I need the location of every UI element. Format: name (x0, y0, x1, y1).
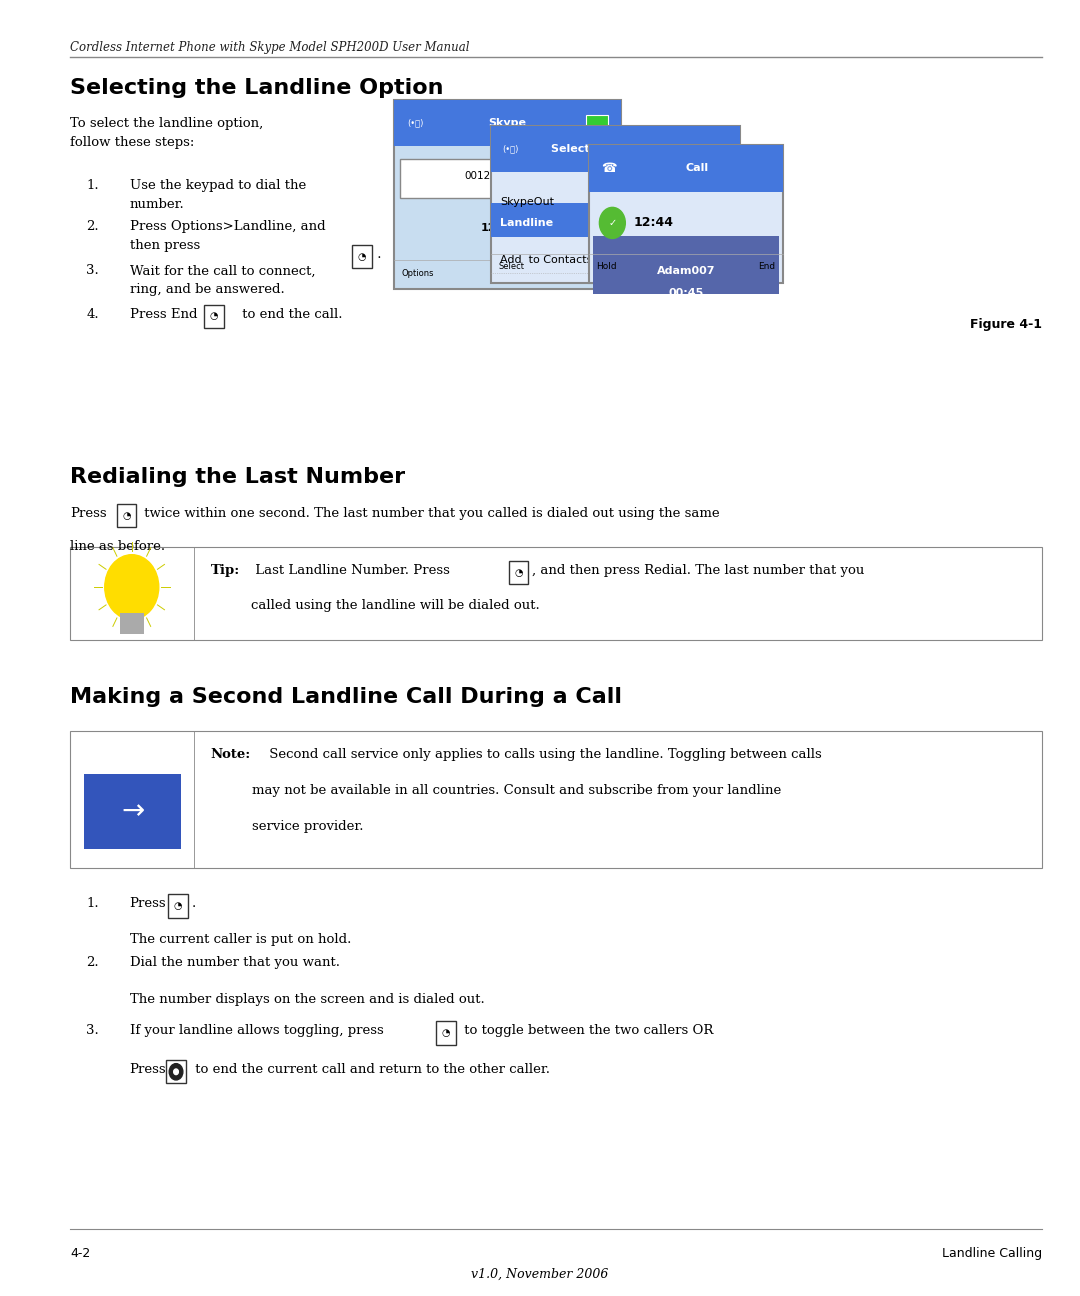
Text: C: C (608, 270, 613, 277)
Text: Last Landline Number. Press: Last Landline Number. Press (251, 564, 449, 577)
Circle shape (105, 555, 159, 619)
Text: to end the call.: to end the call. (238, 308, 342, 321)
Text: Tip:: Tip: (211, 564, 240, 577)
FancyBboxPatch shape (491, 203, 740, 237)
Text: ◔: ◔ (514, 568, 523, 578)
Text: To select the landline option,
follow these steps:: To select the landline option, follow th… (70, 117, 264, 149)
FancyBboxPatch shape (204, 305, 224, 328)
Text: ◔: ◔ (210, 311, 218, 321)
Text: 3.: 3. (86, 1024, 99, 1037)
Text: Wait for the call to connect,
ring, and be answered.: Wait for the call to connect, ring, and … (130, 264, 315, 297)
FancyBboxPatch shape (586, 115, 608, 135)
Text: Call: Call (685, 163, 708, 174)
Text: Press: Press (130, 897, 166, 910)
Text: The current caller is put on hold.: The current caller is put on hold. (130, 933, 351, 946)
Text: Landline: Landline (500, 218, 553, 228)
Text: 00:45: 00:45 (669, 288, 703, 298)
Text: SkypeOut: SkypeOut (500, 197, 554, 207)
FancyBboxPatch shape (589, 145, 783, 283)
Text: line as before.: line as before. (70, 540, 165, 553)
Circle shape (174, 1069, 178, 1074)
Text: Press Options>Landline, and
then press: Press Options>Landline, and then press (130, 220, 325, 253)
Text: Options: Options (402, 270, 434, 277)
Text: 2.: 2. (86, 220, 99, 233)
Text: (•⦿): (•⦿) (502, 145, 518, 153)
Text: Press End: Press End (130, 308, 197, 321)
Text: Figure 4-1: Figure 4-1 (970, 318, 1042, 330)
Text: ◔: ◔ (357, 251, 366, 262)
Text: 2.: 2. (86, 956, 99, 969)
Text: to end the current call and return to the other caller.: to end the current call and return to th… (191, 1063, 550, 1076)
FancyBboxPatch shape (400, 159, 616, 198)
Text: service provider.: service provider. (252, 820, 363, 833)
Text: 0012125551212: 0012125551212 (464, 171, 551, 181)
Text: 12:30PM: 12:30PM (481, 223, 535, 233)
Text: .: . (373, 248, 381, 260)
FancyBboxPatch shape (394, 100, 621, 146)
Text: called using the landline will be dialed out.: called using the landline will be dialed… (251, 599, 539, 612)
Text: Note:: Note: (211, 748, 251, 761)
Text: ◔: ◔ (174, 901, 183, 911)
Text: Press: Press (130, 1063, 166, 1076)
Text: v1.0, November 2006: v1.0, November 2006 (471, 1267, 609, 1280)
Text: 4-2: 4-2 (70, 1247, 91, 1260)
FancyBboxPatch shape (394, 100, 621, 289)
Text: →: → (121, 797, 145, 826)
FancyBboxPatch shape (117, 504, 136, 527)
Text: .: . (192, 897, 197, 910)
Text: Adam007: Adam007 (657, 266, 715, 276)
Text: 1.: 1. (86, 897, 99, 910)
FancyBboxPatch shape (491, 126, 740, 283)
Text: Hold: Hold (596, 263, 617, 271)
FancyBboxPatch shape (589, 145, 783, 192)
Text: ✓: ✓ (608, 218, 617, 228)
Text: 12:44: 12:44 (634, 216, 674, 229)
Text: Skype: Skype (488, 118, 527, 128)
Text: ◔: ◔ (122, 511, 131, 521)
FancyBboxPatch shape (593, 236, 779, 294)
FancyBboxPatch shape (70, 731, 1042, 868)
Text: End: End (758, 263, 775, 271)
Text: If your landline allows toggling, press: If your landline allows toggling, press (130, 1024, 383, 1037)
Text: 3.: 3. (86, 264, 99, 277)
Text: (•⦿): (•⦿) (407, 119, 423, 127)
FancyBboxPatch shape (166, 1060, 186, 1083)
Text: Making a Second Landline Call During a Call: Making a Second Landline Call During a C… (70, 687, 622, 706)
Text: Cordless Internet Phone with Skype Model SPH200D User Manual: Cordless Internet Phone with Skype Model… (70, 41, 470, 54)
Text: may not be available in all countries. Consult and subscribe from your landline: may not be available in all countries. C… (252, 784, 781, 797)
FancyBboxPatch shape (491, 126, 740, 172)
Text: , and then press Redial. The last number that you: , and then press Redial. The last number… (532, 564, 865, 577)
Text: twice within one second. The last number that you called is dialed out using the: twice within one second. The last number… (140, 507, 720, 520)
Text: Redialing the Last Number: Redialing the Last Number (70, 467, 405, 486)
FancyBboxPatch shape (70, 547, 1042, 640)
Text: Press: Press (70, 507, 107, 520)
Text: Add  to Contacts: Add to Contacts (500, 255, 593, 266)
Text: B: B (727, 263, 732, 271)
Text: Use the keypad to dial the
number.: Use the keypad to dial the number. (130, 179, 306, 211)
Text: Select: Select (499, 263, 525, 271)
FancyBboxPatch shape (509, 561, 528, 584)
Text: Landline Calling: Landline Calling (942, 1247, 1042, 1260)
Text: 1.: 1. (86, 179, 99, 192)
Text: 4.: 4. (86, 308, 99, 321)
Circle shape (599, 207, 625, 238)
Text: to toggle between the two callers OR: to toggle between the two callers OR (460, 1024, 714, 1037)
Circle shape (170, 1064, 183, 1080)
FancyBboxPatch shape (168, 894, 188, 918)
Text: Select Line: Select Line (551, 144, 620, 154)
Text: ◔: ◔ (442, 1028, 450, 1038)
FancyBboxPatch shape (84, 774, 181, 849)
Text: Second call service only applies to calls using the landline. Toggling between c: Second call service only applies to call… (265, 748, 822, 761)
Text: Selecting the Landline Option: Selecting the Landline Option (70, 78, 444, 97)
Text: The number displays on the screen and is dialed out.: The number displays on the screen and is… (130, 993, 484, 1006)
FancyBboxPatch shape (436, 1021, 456, 1045)
FancyBboxPatch shape (352, 245, 372, 268)
Text: ☎: ☎ (602, 162, 617, 175)
Text: Dial the number that you want.: Dial the number that you want. (130, 956, 339, 969)
FancyBboxPatch shape (120, 613, 144, 634)
